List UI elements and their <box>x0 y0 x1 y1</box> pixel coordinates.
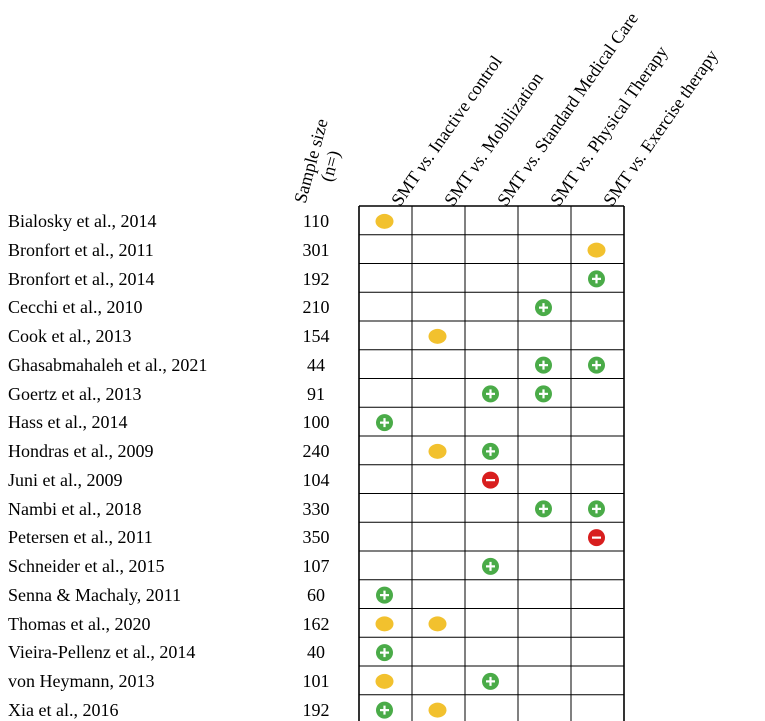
sample-size-value: 210 <box>302 297 330 318</box>
study-label: Bronfort et al., 2011 <box>8 239 154 260</box>
positive-result-icon <box>376 586 393 604</box>
sample-size-value: 110 <box>302 211 330 231</box>
study-label: Senna & Machaly, 2011 <box>8 584 182 605</box>
study-label: Schneider et al., 2015 <box>8 556 165 576</box>
neutral-result-icon <box>428 443 447 459</box>
sample-size-value: 162 <box>302 613 330 634</box>
sample-size-value: 154 <box>302 326 330 346</box>
study-label: Nambi et al., 2018 <box>8 498 142 519</box>
study-label: Bialosky et al., 2014 <box>8 211 157 231</box>
sample-size-value: 60 <box>307 584 325 605</box>
sample-size-value: 350 <box>302 527 330 548</box>
study-label: Hondras et al., 2009 <box>8 441 154 461</box>
positive-result-icon <box>588 270 605 288</box>
positive-result-icon <box>535 356 552 374</box>
positive-result-icon <box>482 557 499 575</box>
sample-size-value: 104 <box>302 469 330 490</box>
neutral-result-icon <box>587 242 606 258</box>
positive-result-icon <box>482 385 499 403</box>
sample-size-value: 100 <box>302 412 330 433</box>
study-label: Ghasabmahaleh et al., 2021 <box>8 354 208 375</box>
positive-result-icon <box>535 385 552 403</box>
neutral-result-icon <box>428 328 447 344</box>
neutral-result-icon <box>375 616 394 632</box>
negative-result-icon <box>482 471 499 489</box>
sample-size-value: 44 <box>307 354 325 375</box>
positive-result-icon <box>535 299 552 317</box>
study-label: Cook et al., 2013 <box>8 326 132 346</box>
positive-result-icon <box>376 644 393 662</box>
positive-result-icon <box>376 701 393 719</box>
positive-result-icon <box>588 500 605 518</box>
neutral-result-icon <box>375 213 394 229</box>
positive-result-icon <box>535 500 552 518</box>
sample-size-value: 240 <box>302 441 330 461</box>
positive-result-icon <box>482 672 499 690</box>
study-label: Bronfort et al., 2014 <box>8 268 155 289</box>
sample-size-value: 301 <box>302 239 330 260</box>
sample-size-value: 91 <box>307 383 325 404</box>
study-label: von Heymann, 2013 <box>8 671 155 691</box>
study-label: Xia et al., 2016 <box>8 699 119 720</box>
study-label: Hass et al., 2014 <box>8 412 128 433</box>
positive-result-icon <box>482 442 499 460</box>
sample-size-value: 192 <box>302 699 330 720</box>
study-label: Petersen et al., 2011 <box>8 527 153 548</box>
sample-size-value: 101 <box>302 671 330 691</box>
study-label: Vieira-Pellenz et al., 2014 <box>8 642 196 663</box>
positive-result-icon <box>588 356 605 374</box>
study-label: Thomas et al., 2020 <box>8 613 151 634</box>
negative-result-icon <box>588 529 605 547</box>
neutral-result-icon <box>428 702 447 718</box>
neutral-result-icon <box>428 616 447 632</box>
neutral-result-icon <box>375 673 394 689</box>
sample-size-value: 107 <box>302 556 330 576</box>
study-label: Cecchi et al., 2010 <box>8 297 143 318</box>
sample-size-value: 192 <box>302 268 330 289</box>
sample-size-value: 40 <box>307 642 325 663</box>
study-label: Juni et al., 2009 <box>8 469 123 490</box>
study-label: Goertz et al., 2013 <box>8 383 142 404</box>
positive-result-icon <box>376 414 393 432</box>
sample-size-value: 330 <box>302 498 330 519</box>
